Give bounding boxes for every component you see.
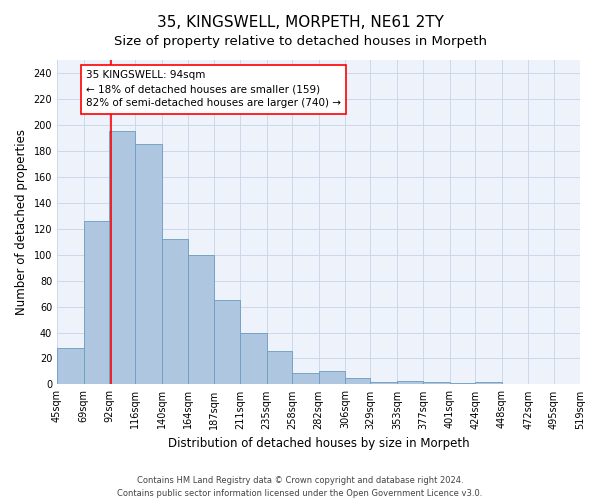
X-axis label: Distribution of detached houses by size in Morpeth: Distribution of detached houses by size … bbox=[168, 437, 469, 450]
Bar bbox=[450, 383, 475, 384]
Text: Contains HM Land Registry data © Crown copyright and database right 2024.
Contai: Contains HM Land Registry data © Crown c… bbox=[118, 476, 482, 498]
Bar bbox=[83, 221, 109, 384]
Bar bbox=[109, 132, 136, 384]
Bar bbox=[57, 348, 83, 385]
Bar bbox=[136, 144, 162, 384]
Bar bbox=[475, 382, 502, 384]
Bar bbox=[266, 350, 292, 384]
Text: Size of property relative to detached houses in Morpeth: Size of property relative to detached ho… bbox=[113, 35, 487, 48]
Bar bbox=[292, 373, 319, 384]
Bar bbox=[214, 300, 240, 384]
Bar bbox=[162, 239, 188, 384]
Text: 35, KINGSWELL, MORPETH, NE61 2TY: 35, KINGSWELL, MORPETH, NE61 2TY bbox=[157, 15, 443, 30]
Bar bbox=[397, 380, 424, 384]
Y-axis label: Number of detached properties: Number of detached properties bbox=[15, 129, 28, 315]
Bar bbox=[345, 378, 370, 384]
Text: 35 KINGSWELL: 94sqm
← 18% of detached houses are smaller (159)
82% of semi-detac: 35 KINGSWELL: 94sqm ← 18% of detached ho… bbox=[86, 70, 341, 108]
Bar bbox=[424, 382, 450, 384]
Bar bbox=[240, 332, 266, 384]
Bar bbox=[319, 372, 345, 384]
Bar bbox=[370, 382, 397, 384]
Bar bbox=[188, 254, 214, 384]
